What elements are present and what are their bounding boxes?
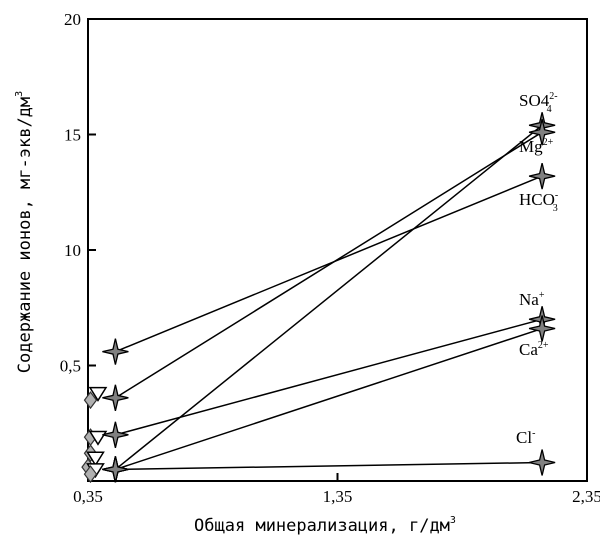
y-tick-label-1: 10 <box>64 241 81 260</box>
series-line-na <box>115 318 543 436</box>
ion-label-so4: SO42-4 <box>519 91 558 115</box>
x-tick-label-2: 2,35 <box>572 487 600 506</box>
plot-frame <box>87 18 588 482</box>
y-axis-label: Содержание ионов, мг-экв/дм3 <box>14 91 35 373</box>
ion-label-ca: Ca2+ <box>519 340 549 359</box>
series-line-mg <box>115 131 543 399</box>
y-tick-label-3: 20 <box>64 10 81 29</box>
star-marker-hco-1 <box>528 162 556 190</box>
ion-label-mg: Mg2+ <box>519 137 554 156</box>
y-tick-label-2: 15 <box>64 126 81 145</box>
series-line-ca <box>115 327 543 471</box>
triangle-marker-1 <box>88 386 108 402</box>
series-line-hco <box>115 175 543 353</box>
series-line-cl <box>115 461 543 471</box>
star-marker-cl-0 <box>102 456 129 483</box>
y-tick-label-0: 0,5 <box>60 357 81 376</box>
star-marker-cl-1 <box>528 449 556 476</box>
series-markers <box>102 112 556 483</box>
low-mineralization-markers <box>81 386 108 484</box>
diamond-marker-8 <box>83 465 98 484</box>
ion-label-na: Na+ <box>519 290 545 309</box>
ion-labels: SO42-4 Mg2+ HCO-3 Na+ Ca2+ Cl- <box>516 91 558 447</box>
ion-label-cl: Cl- <box>516 428 535 447</box>
star-marker-ca-1 <box>528 315 556 342</box>
x-tick-label-0: 0,35 <box>73 487 103 506</box>
x-tick-label-1: 1,35 <box>323 487 353 506</box>
star-marker-hco-0 <box>102 338 129 365</box>
series-lines <box>114 124 543 471</box>
triangle-marker-3 <box>88 430 108 446</box>
diamond-marker-0 <box>83 391 98 410</box>
star-marker-mg-0 <box>102 384 129 411</box>
series-line-so4 <box>114 124 543 471</box>
x-axis-label: Общая минерализация, г/дм3 <box>194 515 456 536</box>
star-marker-mg-1 <box>528 119 556 146</box>
ion-label-hco: HCO-3 <box>519 190 558 214</box>
x-axis-ticks: 0,35 1,35 2,35 <box>73 473 600 506</box>
star-marker-na-0 <box>102 421 129 448</box>
y-axis-ticks: 0,5 10 15 20 <box>60 10 96 376</box>
triangle-marker-5 <box>86 451 105 467</box>
